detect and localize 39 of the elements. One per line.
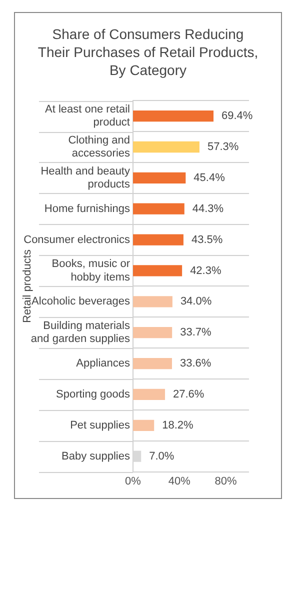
bar	[133, 327, 172, 338]
chart-title: Share of Consumers Reducing Their Purchases of Retail Products, By Category	[36, 25, 260, 79]
y-tick-label: Alcoholic beverages	[32, 296, 130, 308]
x-tick-label: 80%	[214, 475, 238, 488]
bar	[133, 296, 172, 308]
y-tick-label: Consumer electronics	[24, 234, 130, 246]
bar	[133, 388, 166, 400]
y-tick-label: Books, music or hobby items	[52, 258, 130, 284]
data-label: 33.6%	[180, 358, 212, 370]
bar	[133, 141, 200, 153]
x-tick-label: 0%	[125, 475, 142, 488]
data-label: 27.6%	[173, 388, 204, 400]
data-label: 69.4%	[222, 110, 253, 122]
bar	[133, 203, 184, 214]
y-tick-label: Home furnishings	[44, 202, 130, 215]
data-label: 18.2%	[162, 419, 194, 432]
bar	[133, 110, 214, 122]
bar	[133, 265, 182, 276]
bar	[133, 234, 184, 246]
y-tick-label: Baby supplies	[62, 450, 130, 462]
data-label: 45.4%	[194, 172, 226, 184]
y-tick-label: Appliances	[76, 358, 130, 370]
y-tick-label: Sporting goods	[56, 388, 130, 400]
x-tick-label: 40%	[168, 475, 191, 488]
y-tick-label: Pet supplies	[70, 419, 130, 432]
data-label: 42.3%	[190, 264, 222, 277]
bar	[133, 172, 186, 184]
bar	[133, 358, 172, 370]
bar	[133, 420, 154, 431]
y-tick-label: Health and beauty products	[40, 165, 130, 191]
data-label: 57.3%	[207, 141, 239, 154]
data-label: 43.5%	[191, 234, 223, 246]
y-tick-label: Building materials and garden supplies	[30, 320, 130, 346]
data-label: 34.0%	[180, 296, 212, 308]
data-label: 44.3%	[192, 202, 224, 215]
y-tick-label: Clothing and accessories	[68, 134, 130, 160]
data-label: 33.7%	[180, 326, 212, 339]
y-tick-label: At least one retail product	[45, 104, 130, 129]
data-label: 7.0%	[149, 450, 174, 462]
